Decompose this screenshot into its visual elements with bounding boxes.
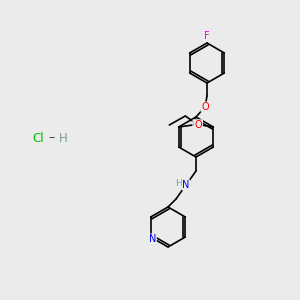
Text: H: H bbox=[175, 179, 182, 188]
Text: H: H bbox=[58, 131, 68, 145]
Text: F: F bbox=[204, 31, 210, 41]
Text: Cl: Cl bbox=[193, 120, 202, 130]
Text: N: N bbox=[182, 180, 190, 190]
Text: O: O bbox=[201, 102, 209, 112]
Text: O: O bbox=[194, 120, 202, 130]
Text: –: – bbox=[49, 131, 55, 145]
Text: N: N bbox=[149, 234, 156, 244]
Text: Cl: Cl bbox=[32, 131, 44, 145]
